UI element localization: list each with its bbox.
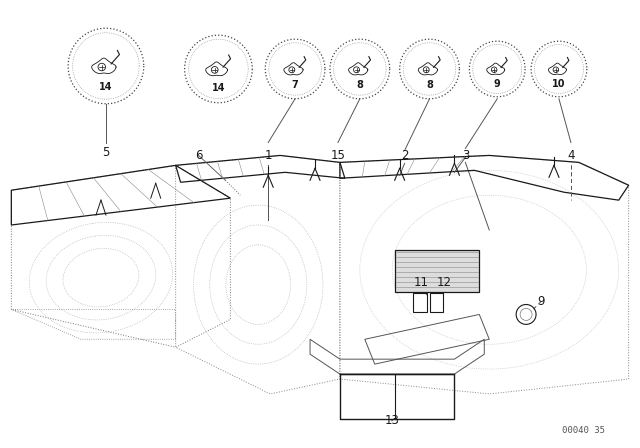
Text: 14: 14	[212, 82, 225, 93]
Text: 1: 1	[264, 149, 272, 162]
Text: 13: 13	[384, 414, 399, 427]
Text: 15: 15	[330, 149, 346, 162]
Text: 5: 5	[102, 146, 109, 159]
Text: 00040 35: 00040 35	[563, 426, 605, 435]
Text: 9: 9	[538, 295, 545, 308]
Text: 4: 4	[567, 149, 575, 162]
Text: 10: 10	[552, 79, 566, 89]
Bar	[429, 293, 444, 312]
Text: 3: 3	[461, 149, 469, 162]
Text: 14: 14	[99, 82, 113, 92]
Text: 9: 9	[494, 79, 500, 89]
Text: 11: 11	[414, 276, 429, 289]
Text: 8: 8	[356, 80, 364, 90]
Text: 12: 12	[437, 276, 452, 289]
Text: 7: 7	[292, 80, 298, 90]
Bar	[413, 293, 426, 312]
Text: 2: 2	[401, 149, 408, 162]
Bar	[395, 250, 479, 292]
Text: 8: 8	[426, 80, 433, 90]
Text: 6: 6	[195, 149, 202, 162]
